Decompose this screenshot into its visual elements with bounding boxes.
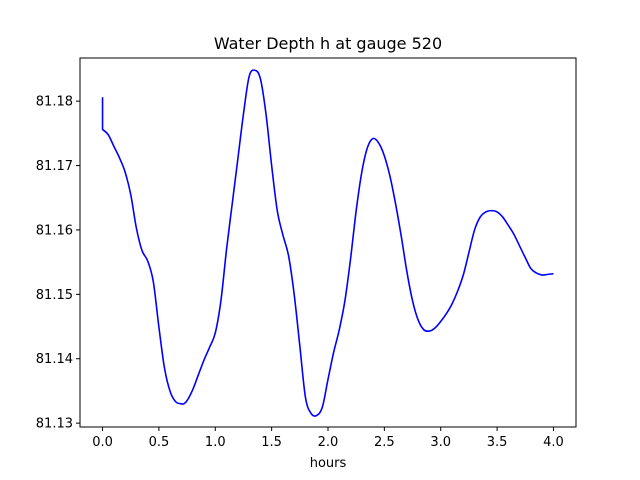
x-axis-label: hours: [310, 456, 347, 471]
chart-title: Water Depth h at gauge 520: [214, 34, 442, 53]
x-tick-label: 2.5: [374, 435, 395, 450]
x-tick-label: 3.0: [430, 435, 451, 450]
x-tick-label: 3.5: [487, 435, 508, 450]
y-tick-label: 81.15: [36, 288, 73, 303]
plot-area: [101, 69, 554, 417]
x-tick-label: 0.0: [92, 435, 113, 450]
x-tick-label: 0.5: [149, 435, 170, 450]
y-tick-label: 81.14: [36, 352, 73, 367]
y-axis: 81.13 81.14 81.15 81.16 81.17 81.18: [36, 95, 80, 432]
x-tick-label: 4.0: [543, 435, 564, 450]
y-tick-label: 81.17: [36, 159, 73, 174]
y-tick-label: 81.18: [36, 95, 73, 110]
y-tick-label: 81.13: [36, 417, 73, 432]
x-tick-label: 2.0: [318, 435, 339, 450]
plot-frame: [79, 57, 577, 428]
y-tick-label: 81.16: [36, 223, 73, 238]
x-axis: 0.0 0.5 1.0 1.5 2.0 2.5 3.0 3.5 4.0: [92, 427, 564, 450]
x-tick-label: 1.0: [205, 435, 226, 450]
x-tick-label: 1.5: [261, 435, 282, 450]
series-line: [101, 69, 554, 417]
